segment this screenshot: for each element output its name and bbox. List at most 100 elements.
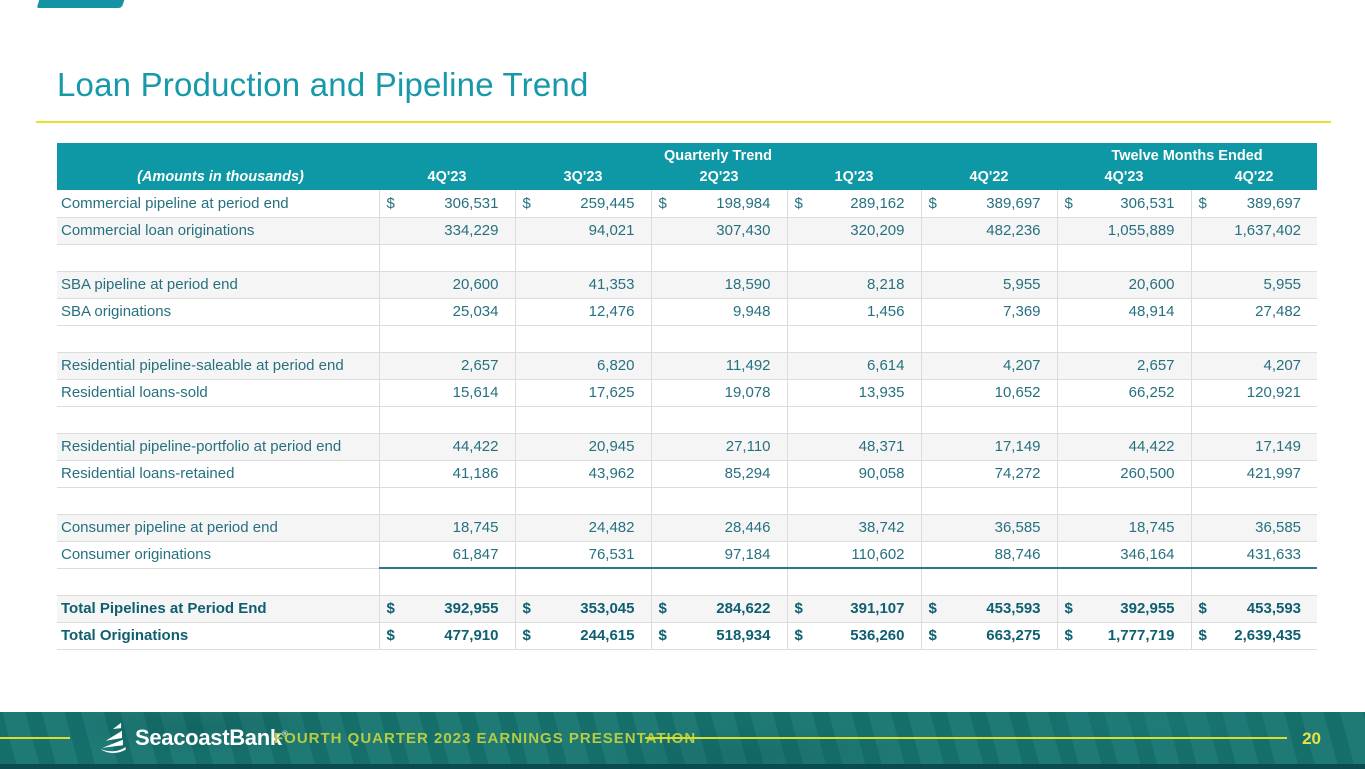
cell-value: 4,207 — [1263, 357, 1302, 374]
title-underline-rule — [36, 121, 1331, 123]
row-label — [57, 487, 379, 515]
cell-value: 198,984 — [716, 194, 771, 212]
header-group-row: Quarterly Trend Twelve Months Ended — [57, 143, 1318, 165]
value-cell: 431,633 — [1190, 541, 1318, 569]
cell-value: 24,482 — [588, 519, 635, 536]
value-cell: $284,622 — [650, 595, 787, 623]
footer-bottom-strip — [0, 764, 1365, 769]
value-cell: 74,272 — [920, 460, 1058, 488]
value-cell: 41,353 — [514, 271, 651, 299]
row-label: Commercial pipeline at period end — [57, 190, 379, 218]
value-cell: $389,697 — [1190, 190, 1318, 218]
cell-value: 307,430 — [716, 222, 771, 239]
currency-symbol: $ — [1198, 194, 1207, 212]
value-cell: 5,955 — [1190, 271, 1318, 299]
row-label: SBA originations — [57, 298, 379, 326]
page-title: Loan Production and Pipeline Trend — [57, 66, 589, 103]
value-cell: $306,531 — [378, 190, 515, 218]
row-label — [57, 406, 379, 434]
currency-symbol: $ — [928, 194, 937, 212]
value-cell: $389,697 — [920, 190, 1058, 218]
cell-value: 346,164 — [1120, 545, 1175, 563]
cell-value: 1,456 — [866, 303, 905, 320]
cell-value: 20,600 — [452, 276, 499, 293]
table-row: SBA pipeline at period end 20,600 41,353 18… — [57, 271, 1318, 299]
value-cell — [514, 325, 651, 353]
cell-value: 306,531 — [444, 194, 499, 212]
footer-caption: FOURTH QUARTER 2023 EARNINGS PRESENTATIO… — [274, 730, 697, 747]
value-cell: 346,164 — [1056, 541, 1192, 569]
row-label: Residential pipeline-saleable at period … — [57, 352, 379, 380]
cell-value: 9,948 — [732, 303, 771, 320]
table-row: Total Pipelines at Period End $392,955 $35… — [57, 595, 1318, 623]
cell-value: 1,055,889 — [1107, 222, 1175, 239]
value-cell — [650, 487, 787, 515]
table-row: Consumer pipeline at period end 18,745 24,… — [57, 514, 1318, 542]
cell-value: 27,482 — [1255, 303, 1302, 320]
value-cell — [786, 568, 921, 596]
currency-symbol: $ — [1198, 600, 1207, 617]
cell-value: 97,184 — [724, 545, 771, 563]
value-cell: 320,209 — [786, 217, 921, 245]
footer-bar: SeacoastBank® FOURTH QUARTER 2023 EARNIN… — [0, 712, 1365, 765]
cell-value: 94,021 — [588, 222, 635, 239]
column-header: 4Q'23 — [1057, 165, 1192, 190]
cell-value: 6,820 — [596, 357, 635, 374]
value-cell: 482,236 — [920, 217, 1058, 245]
cell-value: 453,593 — [986, 600, 1041, 617]
cell-value: 61,847 — [452, 545, 499, 563]
value-cell: 1,637,402 — [1190, 217, 1318, 245]
header-spacer-cell — [57, 143, 379, 165]
value-cell: 94,021 — [514, 217, 651, 245]
value-cell: 48,371 — [786, 433, 921, 461]
cell-value: 2,657 — [1136, 357, 1175, 374]
cell-value: 88,746 — [994, 545, 1041, 563]
currency-symbol: $ — [1064, 627, 1073, 644]
value-cell: 25,034 — [378, 298, 515, 326]
value-cell — [1190, 487, 1318, 515]
row-label: Commercial loan originations — [57, 217, 379, 245]
value-cell — [514, 568, 651, 596]
cell-value: 391,107 — [850, 600, 905, 617]
value-cell: 90,058 — [786, 460, 921, 488]
currency-symbol: $ — [658, 627, 667, 644]
loan-production-table: Quarterly Trend Twelve Months Ended (Amou… — [57, 143, 1318, 650]
table-row: Residential pipeline-saleable at period … — [57, 352, 1318, 380]
footer-left-rule — [0, 737, 70, 739]
value-cell: 18,745 — [378, 514, 515, 542]
table-row: Commercial pipeline at period end $306,53… — [57, 190, 1318, 218]
cell-value: 18,745 — [1128, 519, 1175, 536]
cell-value: 284,622 — [716, 600, 771, 617]
amounts-in-thousands-note: (Amounts in thousands) — [57, 165, 379, 190]
value-cell: $392,955 — [1056, 595, 1192, 623]
table-row: Residential loans-retained 41,186 43,962 85… — [57, 460, 1318, 488]
cell-value: 518,934 — [716, 627, 771, 644]
value-cell: 1,055,889 — [1056, 217, 1192, 245]
cell-value: 18,745 — [452, 519, 499, 536]
value-cell — [1190, 325, 1318, 353]
cell-value: 17,149 — [1255, 438, 1302, 455]
value-cell: $477,910 — [378, 622, 515, 650]
sail-icon — [100, 722, 126, 753]
table-body: Commercial pipeline at period end $306,53… — [57, 190, 1318, 650]
value-cell — [514, 487, 651, 515]
value-cell: 20,945 — [514, 433, 651, 461]
value-cell — [514, 406, 651, 434]
value-cell: $306,531 — [1056, 190, 1192, 218]
value-cell — [650, 568, 787, 596]
header-group-quarterly-trend: Quarterly Trend — [379, 143, 1058, 165]
cell-value: 5,955 — [1263, 276, 1302, 293]
spacer-row — [57, 406, 1318, 434]
seacoast-bank-logo: SeacoastBank® — [95, 720, 288, 756]
value-cell: 334,229 — [378, 217, 515, 245]
cell-value: 20,600 — [1128, 276, 1175, 293]
value-cell: 120,921 — [1190, 379, 1318, 407]
value-cell: $536,260 — [786, 622, 921, 650]
currency-symbol: $ — [794, 627, 803, 644]
cell-value: 25,034 — [452, 303, 499, 320]
currency-symbol: $ — [522, 194, 531, 212]
cell-value: 1,777,719 — [1107, 627, 1175, 644]
currency-symbol: $ — [658, 194, 667, 212]
top-left-accent-decoration — [36, 0, 125, 8]
